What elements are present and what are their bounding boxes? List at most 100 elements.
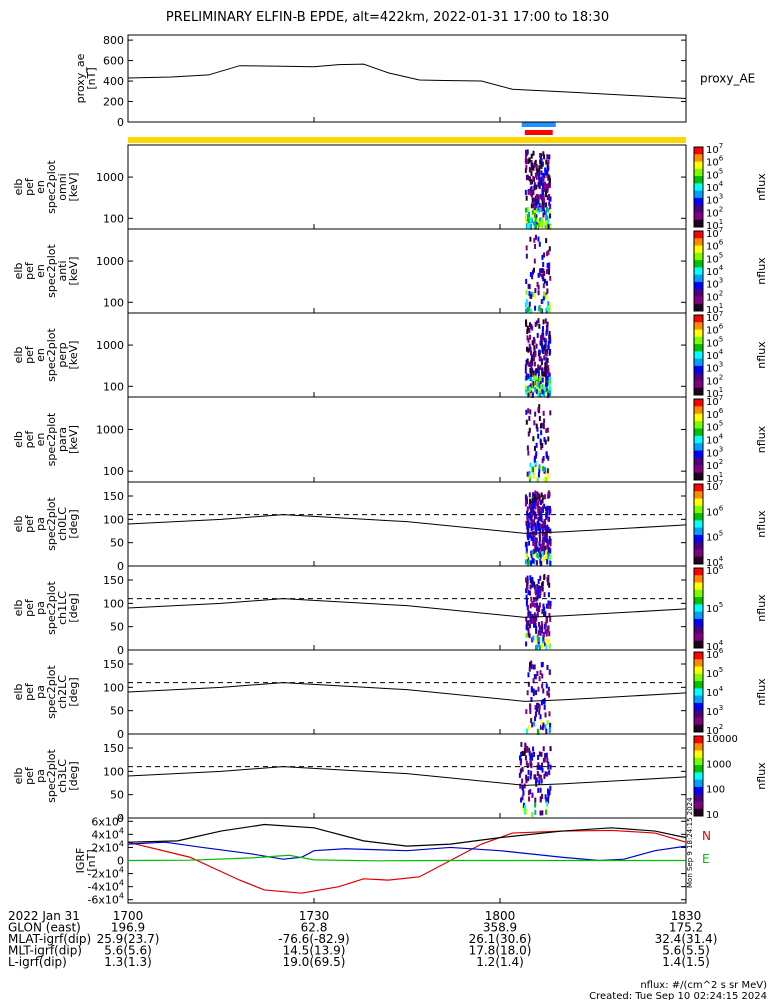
- heatmap-cell: [529, 236, 532, 242]
- heatmap-cell: [541, 254, 544, 260]
- heatmap-cell: [529, 179, 532, 185]
- y-axis-label: IGRF: [74, 848, 87, 874]
- heatmap-cell: [548, 307, 551, 313]
- heatmap-cell: [534, 243, 537, 249]
- y-tick-label: 50: [110, 537, 124, 550]
- y-axis-label: elb: [12, 600, 25, 617]
- heatmap-cell: [540, 161, 543, 167]
- heatmap-cell: [540, 218, 543, 224]
- heatmap-cell: [525, 588, 528, 594]
- colorbar-band: [694, 527, 703, 536]
- x-tick-label: 1700: [113, 909, 144, 923]
- heatmap-cell: [534, 199, 537, 205]
- igrf-series-E: [127, 854, 686, 862]
- heatmap-cell: [527, 769, 530, 775]
- y-tick-label: 2x104: [91, 839, 124, 854]
- heatmap-cell: [526, 471, 529, 477]
- heatmap-cell: [526, 506, 529, 512]
- colorbar-band: [694, 472, 703, 481]
- heatmap-cell: [530, 596, 533, 602]
- heatmap-cell: [548, 266, 551, 272]
- heatmap-cell: [543, 278, 546, 284]
- heatmap-cell: [534, 622, 537, 628]
- heatmap-cell: [525, 577, 528, 583]
- heatmap-cell: [526, 307, 529, 313]
- heatmap-cell: [543, 757, 546, 763]
- heatmap-cell: [545, 159, 548, 165]
- heatmap-cell: [542, 520, 545, 526]
- heatmap-cell: [542, 410, 545, 416]
- heatmap-cell: [539, 543, 542, 549]
- heatmap-cell: [538, 626, 541, 632]
- heatmap-cell: [526, 358, 529, 364]
- heatmap-cell: [536, 671, 539, 677]
- heatmap-cell: [545, 513, 548, 519]
- heatmap-cell: [533, 548, 536, 554]
- heatmap-cell: [535, 638, 538, 644]
- colorbar: [693, 314, 704, 396]
- heatmap-cell: [529, 603, 532, 609]
- colorbar-tick-label: 101: [706, 386, 723, 400]
- sunlit-bar: [128, 137, 686, 143]
- colorbar: [693, 735, 704, 817]
- colorbar-tick-label: 103: [706, 445, 723, 459]
- heatmap-cell: [525, 154, 528, 160]
- heatmap-cell: [543, 503, 546, 509]
- heatmap-cell: [541, 673, 544, 679]
- heatmap-cell: [544, 638, 547, 644]
- heatmap-cell: [527, 523, 530, 529]
- heatmap-cell: [533, 494, 536, 500]
- heatmap-cell: [526, 728, 529, 734]
- heatmap-cell: [540, 268, 543, 274]
- heatmap-cell: [544, 169, 547, 175]
- heatmap-cell: [546, 559, 549, 565]
- y-axis-label: en: [34, 264, 47, 278]
- heatmap-cell: [525, 760, 528, 766]
- heatmap-cell: [528, 415, 531, 421]
- heatmap-cell: [541, 551, 544, 557]
- units-note: nflux: #/(cm^2 s sr MeV): [640, 980, 767, 991]
- heatmap-cell: [540, 778, 543, 784]
- heatmap-cell: [524, 189, 527, 195]
- heatmap-cell: [547, 638, 550, 644]
- colorbar-tick-label: 106: [706, 504, 724, 518]
- colorbar-label: nflux: [755, 257, 768, 285]
- colorbar-band: [694, 147, 703, 155]
- heatmap-cell: [530, 363, 533, 369]
- colorbar-band: [694, 315, 703, 323]
- heatmap-cell: [539, 388, 542, 394]
- heatmap-cell: [542, 221, 545, 227]
- colorbar-band: [694, 611, 703, 620]
- heatmap-cell: [528, 284, 531, 290]
- heatmap-cell: [540, 751, 543, 757]
- y-tick-label: 150: [103, 574, 124, 587]
- heatmap-cell: [520, 751, 523, 757]
- heatmap-cell: [528, 533, 531, 539]
- heatmap-cell: [536, 520, 539, 526]
- igrf-series-N: [127, 829, 687, 894]
- heatmap-cell: [542, 298, 545, 304]
- heatmap-cell: [535, 616, 538, 622]
- heatmap-cell: [530, 160, 533, 166]
- heatmap-cell: [518, 755, 521, 761]
- heatmap-cell: [534, 217, 537, 223]
- heatmap-cell: [542, 757, 545, 763]
- heatmap-cell: [529, 590, 532, 596]
- heatmap-cell: [539, 670, 542, 676]
- heatmap-cell: [538, 636, 541, 642]
- heatmap-cell: [527, 361, 530, 367]
- heatmap-cell: [539, 592, 542, 598]
- legend-label-E: E: [702, 852, 710, 866]
- heatmap-cell: [542, 291, 545, 297]
- heatmap-cell: [525, 633, 528, 639]
- heatmap-cell: [532, 597, 535, 603]
- heatmap-cell: [524, 167, 527, 173]
- heatmap-cell: [544, 439, 547, 445]
- heatmap-cell: [536, 368, 539, 374]
- footer-cell: 17.8(18.0): [469, 944, 532, 958]
- heatmap-cell: [545, 528, 548, 534]
- heatmap-cell: [537, 686, 540, 692]
- heatmap-cell: [523, 750, 526, 756]
- heatmap-cell: [548, 692, 551, 698]
